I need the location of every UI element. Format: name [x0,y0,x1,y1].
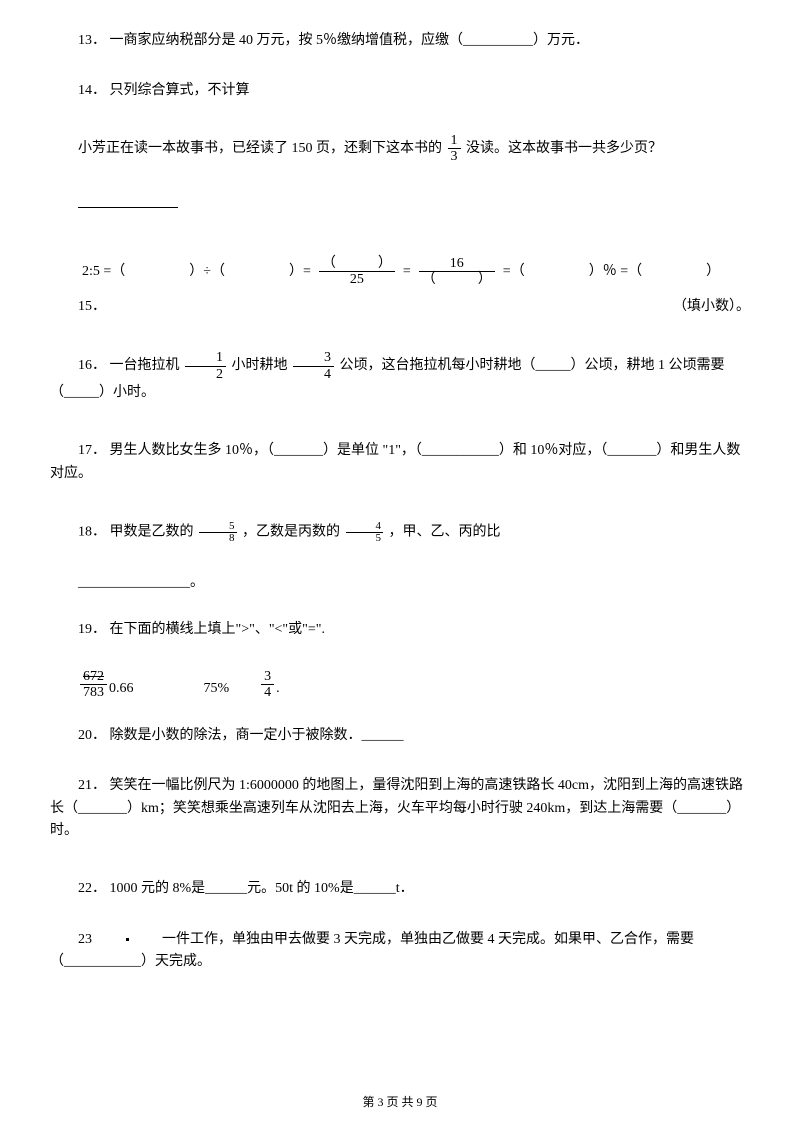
q16-num: 16 [78,358,92,373]
q15-num: 15 [78,299,92,314]
question-14: 14． 只列综合算式，不计算 [50,80,750,102]
page-footer: 第 3 页 共 9 页 [0,1093,800,1112]
q13-text-b: ）万元． [533,33,589,48]
q19-frac1: 672 783 [80,669,107,701]
q16-frac2: 34 [293,350,334,382]
q22-text: 1000 元的 8%是______元。50t 的 10%是______t． [110,881,414,896]
q19-item1: 672 783 0.66 [78,669,134,701]
q20-num: 20 [78,728,92,743]
q19-num: 19 [78,622,92,637]
q13-text-a: 一商家应纳税部分是 40 万元，按 5％缴纳增值税，应缴（ [110,33,464,48]
q20-text: 除数是小数的除法，商一定小于被除数．______ [110,728,404,743]
q14-answer-line [78,207,178,208]
q14-sub-a: 小芳正在读一本故事书，已经读了 150 页，还剩下这本书的 [78,141,442,156]
question-23: 23 一件工作，单独由甲去做要 3 天完成，单独由乙做要 4 天完成。如果甲、乙… [50,929,750,974]
q17-text: 男生人数比女生多 10％，（_______）是单位 "1"，（_________… [50,443,740,480]
q22-num: 22 [78,881,92,896]
q19-frac2: 3 4 [261,669,274,701]
q14-sub-b: 没读。这本故事书一共多少页？ [466,141,662,156]
q14-fraction: 1 3 [448,133,461,165]
q18-tail: ________________。 [78,572,750,594]
q13-blank: __________ [463,33,533,48]
q18-num: 18 [78,525,92,540]
q14-text-a: 只列综合算式，不计算 [110,83,250,98]
question-16: 16． 一台拖拉机 12 小时耕地 34 公顷，这台拖拉机每小时耕地（_____… [50,350,750,404]
q19-item2: 75% 3 4 . [204,669,280,701]
question-19: 19． 在下面的横线上填上">"、"<"或"=". [50,619,750,641]
q16-frac1: 12 [185,350,226,382]
question-17: 17． 男生人数比女生多 10％，（_______）是单位 "1"，（_____… [50,440,750,485]
q21-num: 21 [78,778,92,793]
q21-text: 笑笑在一幅比例尺为 1:6000000 的地图上，量得沈阳到上海的高速铁路长 4… [50,778,743,838]
q18-frac1: 58 [199,521,237,544]
question-20: 20． 除数是小数的除法，商一定小于被除数．______ [50,725,750,747]
q15-frac2: 16 （ ） [419,256,495,288]
q23-dot-icon [126,938,129,941]
q23-num: 23 [78,932,92,947]
question-13: 13． 一商家应纳税部分是 40 万元，按 5％缴纳增值税，应缴（_______… [50,30,750,52]
q14-num: 14 [78,83,92,98]
q15-frac1: （ ） 25 [319,256,395,288]
q18-frac2: 45 [346,521,384,544]
question-15: 2:5 =（ ）÷（ ）= （ ） 25 = 16 （ ） =（ ）％ =（ ）… [50,256,750,318]
question-22: 22． 1000 元的 8%是______元。50t 的 10%是______t… [50,878,750,900]
question-21: 21． 笑笑在一幅比例尺为 1:6000000 的地图上，量得沈阳到上海的高速铁… [50,775,750,842]
q13-num: 13 [78,33,92,48]
question-18: 18． 甲数是乙数的 58 ，乙数是丙数的 45 ，甲、乙、丙的比 [50,521,750,544]
q15-equation: 2:5 =（ ）÷（ ）= （ ） 25 = 16 （ ） =（ ）％ =（ ） [78,256,750,288]
q14-subline: 小芳正在读一本故事书，已经读了 150 页，还剩下这本书的 1 3 没读。这本故… [78,133,750,165]
q19-items: 672 783 0.66 75% 3 4 . [78,669,750,701]
q15-label-row: 15． （填小数）。 [50,296,750,318]
q23-text: 一件工作，单独由甲去做要 3 天完成，单独由乙做要 4 天完成。如果甲、乙合作，… [50,932,694,969]
q17-num: 17 [78,443,92,458]
q15-tail: （填小数）。 [673,299,750,314]
q19-text: 在下面的横线上填上">"、"<"或"=". [110,622,325,637]
